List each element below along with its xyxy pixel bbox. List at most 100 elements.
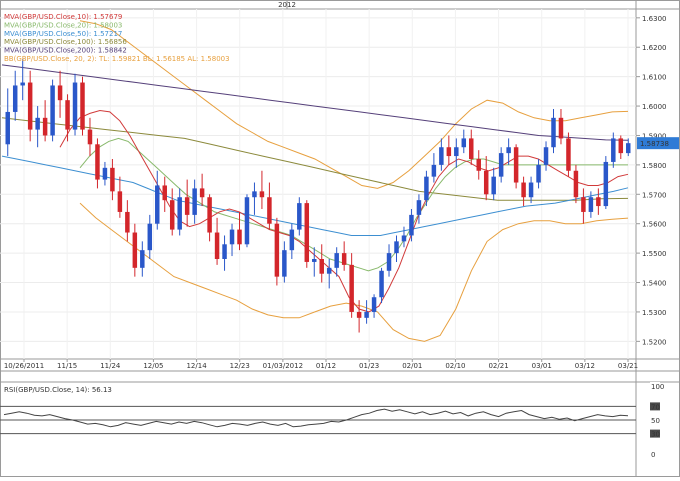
candle-body xyxy=(267,197,272,224)
price-tick-label: 1.5300 xyxy=(642,309,667,317)
price-tick-label: 1.5700 xyxy=(642,191,667,199)
candle-body xyxy=(476,159,481,171)
year-label: 2012 xyxy=(278,1,296,9)
x-tick-label: 03/01 xyxy=(532,362,552,370)
candle-body xyxy=(244,197,250,245)
candle-body xyxy=(199,188,205,198)
rsi-tick-box xyxy=(650,450,660,458)
candle-body xyxy=(140,250,145,268)
x-tick-label: 02/10 xyxy=(445,362,465,370)
candle-body xyxy=(446,147,452,157)
candle-body xyxy=(237,229,242,245)
candle-body xyxy=(326,267,332,274)
x-tick-label: 12/05 xyxy=(143,362,163,370)
candle-body xyxy=(454,147,459,157)
candle-body xyxy=(214,232,220,259)
candle-body xyxy=(27,82,33,130)
candle-body xyxy=(12,85,18,112)
candle-body xyxy=(57,85,63,101)
bollinger-upper-line xyxy=(79,20,629,189)
mva-200-line xyxy=(1,64,629,141)
candle-body xyxy=(356,311,362,318)
last-price-marker xyxy=(637,137,679,150)
candle-body xyxy=(483,170,489,195)
x-tick-label: 12/23 xyxy=(230,362,250,370)
x-tick-label: 12/14 xyxy=(186,362,207,370)
candle-body xyxy=(259,191,265,198)
rsi-line xyxy=(3,408,629,428)
rsi-tick-box xyxy=(650,402,660,411)
rsi-tick-label: 70 xyxy=(651,403,660,411)
candle-body xyxy=(439,147,444,165)
candle-body xyxy=(349,264,354,312)
x-tick-label: 01/03/2012 xyxy=(263,362,303,370)
candle-body xyxy=(50,85,55,136)
candle-body xyxy=(252,191,257,198)
candle-body xyxy=(282,250,287,277)
candle-body xyxy=(491,176,496,195)
candle-body xyxy=(169,200,175,230)
candle-body xyxy=(513,147,519,183)
candle-body xyxy=(5,111,10,145)
rsi-tick-box xyxy=(650,382,660,390)
candle-body xyxy=(536,164,541,183)
candle-body xyxy=(222,244,227,259)
candle-body xyxy=(110,167,115,192)
candle-body xyxy=(424,176,429,201)
candle-body xyxy=(80,82,85,130)
candle-body xyxy=(312,259,317,262)
candle-body xyxy=(498,153,504,177)
candle-body xyxy=(125,211,130,233)
last-price-label: 1.58738 xyxy=(640,140,669,148)
candle-body xyxy=(72,82,78,130)
candle-body xyxy=(155,185,160,224)
price-tick-label: 1.5600 xyxy=(642,221,667,229)
price-tick-label: 1.5500 xyxy=(642,250,667,258)
price-tick-label: 1.5900 xyxy=(642,132,667,140)
candle-body xyxy=(229,229,235,245)
candle-body xyxy=(611,138,616,162)
candle-body xyxy=(551,117,556,148)
x-tick-label: 01/12 xyxy=(316,362,336,370)
candle-body xyxy=(521,182,526,198)
candle-body xyxy=(618,138,624,154)
candle-body xyxy=(573,170,579,198)
x-tick-label: 11/24 xyxy=(100,362,121,370)
candle-body xyxy=(543,147,549,165)
legend-entry: MVA(GBP/USD.Close,10): 1.57679 xyxy=(4,13,122,21)
price-tick-label: 1.5800 xyxy=(642,162,667,170)
rsi-tick-box xyxy=(650,416,660,424)
x-tick-label: 11/15 xyxy=(57,362,77,370)
legend-entry: MVA(GBP/USD.Close,200): 1.58842 xyxy=(4,47,127,55)
candle-body xyxy=(528,182,534,198)
candle-body xyxy=(334,253,339,268)
candle-body xyxy=(409,214,414,236)
candle-body xyxy=(177,197,182,230)
candle-body xyxy=(416,200,422,215)
candle-body xyxy=(184,197,190,215)
candle-body xyxy=(207,197,212,233)
rsi-tick-label: 50 xyxy=(651,417,660,425)
legend-entry: MVA(GBP/USD.Close,20): 1.58003 xyxy=(4,21,122,29)
candle-body xyxy=(35,117,40,130)
candle-body xyxy=(117,191,123,212)
candle-body xyxy=(371,297,377,312)
candle-body xyxy=(20,82,25,86)
candle-body xyxy=(102,167,108,180)
x-tick-label: 10/26/2011 xyxy=(4,362,44,370)
candle-body xyxy=(297,203,302,230)
candle-body xyxy=(147,223,153,251)
candle-body xyxy=(289,229,295,251)
candle-body xyxy=(132,232,138,268)
price-tick-label: 1.6200 xyxy=(642,44,667,52)
candle-body xyxy=(192,188,197,215)
candle-body xyxy=(588,197,594,212)
candle-body xyxy=(379,270,384,298)
candle-body xyxy=(558,117,564,139)
candle-body xyxy=(626,143,631,154)
candle-body xyxy=(65,100,70,130)
candle-body xyxy=(566,138,571,171)
